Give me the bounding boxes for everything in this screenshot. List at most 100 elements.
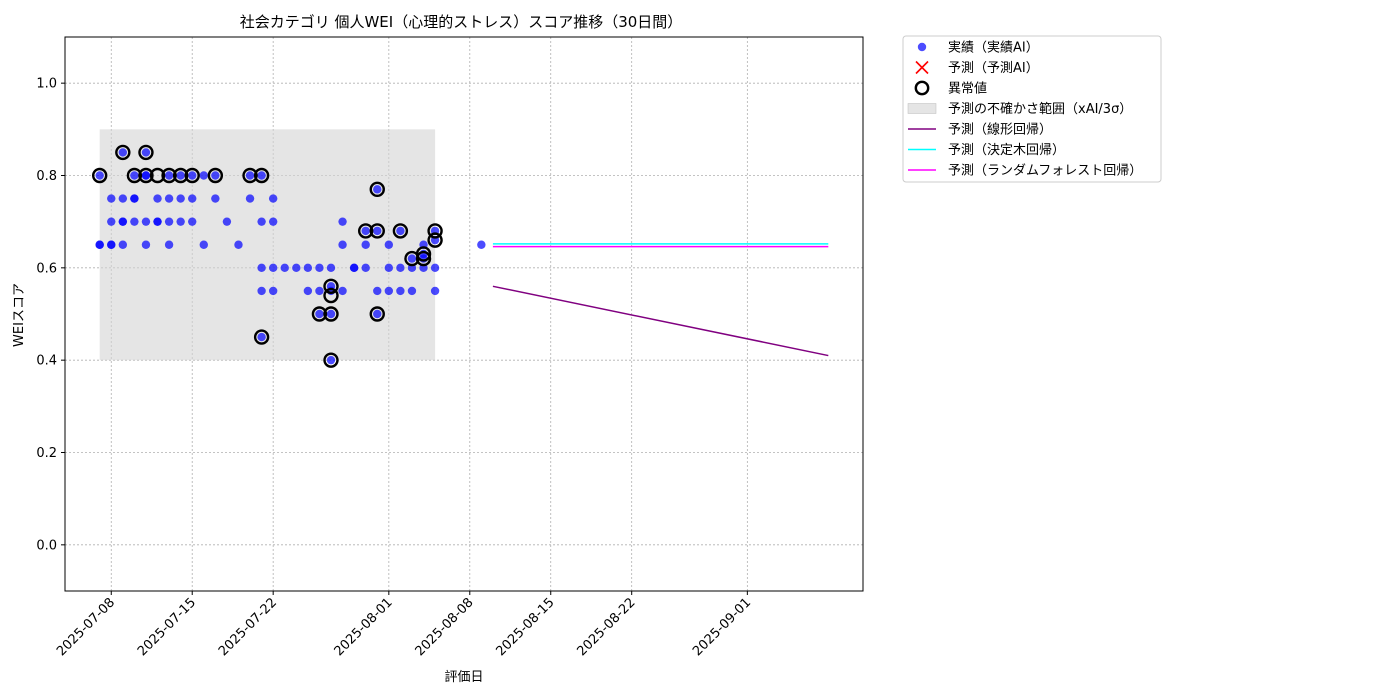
uncertainty-band bbox=[99, 129, 436, 361]
actual-point bbox=[326, 263, 336, 273]
actual-point bbox=[257, 286, 266, 296]
actual-point bbox=[477, 240, 486, 249]
actual-point bbox=[245, 194, 255, 203]
legend-label: 予測（予測AI） bbox=[948, 61, 1039, 76]
x-tick-label: 2025-08-08 bbox=[413, 595, 477, 659]
actual-point bbox=[188, 217, 197, 226]
actual-point bbox=[211, 194, 220, 203]
actual-point bbox=[222, 217, 232, 226]
actual-point bbox=[188, 171, 197, 180]
actual-point bbox=[396, 286, 405, 296]
x-tick-label: 2025-07-08 bbox=[54, 595, 118, 659]
actual-point bbox=[396, 263, 405, 273]
anomaly-point bbox=[415, 246, 432, 262]
actual-point bbox=[153, 217, 162, 226]
actual-point bbox=[338, 240, 347, 249]
actual-point bbox=[176, 194, 185, 203]
actual-point bbox=[130, 194, 139, 203]
actual-point bbox=[326, 309, 336, 319]
anomaly-point bbox=[357, 223, 374, 239]
legend-label: 予測（ランダムフォレスト回帰） bbox=[948, 163, 1142, 179]
actual-point bbox=[280, 263, 289, 273]
actual-point bbox=[373, 309, 382, 319]
x-axis-label: 評価日 bbox=[444, 670, 483, 685]
actual-point bbox=[234, 240, 243, 249]
actual-point bbox=[338, 286, 347, 296]
actual-point bbox=[95, 171, 104, 180]
actual-point bbox=[338, 217, 347, 226]
x-tick-label: 2025-08-01 bbox=[332, 595, 396, 659]
legend-label: 異常値 bbox=[948, 81, 987, 97]
actual-point bbox=[118, 217, 128, 226]
actual-point bbox=[141, 148, 151, 157]
x-tick-label: 2025-08-22 bbox=[574, 595, 638, 659]
x-tick-label: 2025-07-15 bbox=[135, 595, 199, 659]
anomaly-point bbox=[427, 232, 443, 248]
anomaly-point bbox=[427, 223, 443, 239]
forecast-line bbox=[492, 285, 829, 357]
actual-point bbox=[257, 263, 266, 273]
anomaly-point bbox=[392, 223, 409, 239]
actual-point bbox=[384, 240, 394, 249]
actual-point bbox=[303, 286, 313, 296]
anomaly-point bbox=[323, 278, 339, 294]
actual-point bbox=[407, 286, 417, 296]
actual-point bbox=[384, 286, 394, 296]
actual-point bbox=[384, 263, 394, 273]
actual-point bbox=[430, 286, 440, 296]
plot-frame bbox=[64, 36, 864, 592]
actual-point bbox=[107, 240, 116, 249]
x-tick-label: 2025-08-15 bbox=[494, 595, 558, 659]
y-tick-label: 0.2 bbox=[36, 446, 57, 461]
actual-point bbox=[326, 355, 336, 365]
actual-point bbox=[141, 217, 151, 226]
actual-point bbox=[141, 171, 151, 180]
actual-point bbox=[361, 226, 370, 236]
anomaly-point bbox=[323, 352, 339, 368]
actual-point bbox=[268, 194, 278, 203]
actual-point bbox=[164, 171, 174, 180]
actual-point bbox=[164, 240, 174, 249]
legend-label: 予測（決定木回帰） bbox=[948, 142, 1065, 158]
anomaly-point bbox=[184, 167, 200, 184]
actual-point bbox=[257, 217, 266, 226]
actual-point bbox=[95, 240, 104, 249]
actual-point bbox=[153, 194, 162, 203]
anomaly-point bbox=[207, 167, 224, 184]
x-tick-label: 2025-09-01 bbox=[690, 595, 754, 659]
actual-point bbox=[164, 194, 174, 203]
actual-point bbox=[373, 185, 382, 194]
actual-point bbox=[199, 240, 208, 249]
plot-area bbox=[65, 37, 863, 591]
y-tick-label: 0.0 bbox=[36, 538, 57, 553]
actual-point bbox=[188, 194, 197, 203]
anomaly-point bbox=[126, 167, 143, 184]
actual-point bbox=[396, 226, 405, 236]
legend-label: 実績（実績AI） bbox=[948, 40, 1039, 56]
actual-point bbox=[407, 254, 417, 263]
actual-point bbox=[176, 217, 185, 226]
anomaly-point bbox=[415, 250, 432, 267]
anomaly-point bbox=[253, 167, 270, 184]
anomaly-point bbox=[323, 306, 339, 322]
actual-point bbox=[268, 217, 278, 226]
y-axis-label: WEIスコア bbox=[12, 283, 27, 347]
y-tick-label: 1.0 bbox=[36, 77, 57, 92]
actual-point bbox=[245, 171, 255, 180]
legend-marker bbox=[907, 103, 937, 114]
actual-point bbox=[292, 263, 301, 273]
anomaly-point bbox=[138, 167, 154, 184]
actual-point bbox=[268, 286, 278, 296]
actual-point bbox=[199, 171, 208, 180]
legend-label: 予測の不確かさ範囲（xAI/3σ） bbox=[948, 101, 1132, 117]
actual-point bbox=[176, 171, 185, 180]
actual-point bbox=[361, 240, 370, 249]
chart-title: 社会カテゴリ 個人WEI（心理的ストレス）スコア推移（30日間） bbox=[240, 13, 683, 31]
anomaly-point bbox=[369, 223, 385, 239]
anomaly-point bbox=[138, 144, 154, 161]
actual-point bbox=[257, 332, 266, 342]
actual-point bbox=[373, 286, 382, 296]
actual-point bbox=[118, 194, 128, 203]
